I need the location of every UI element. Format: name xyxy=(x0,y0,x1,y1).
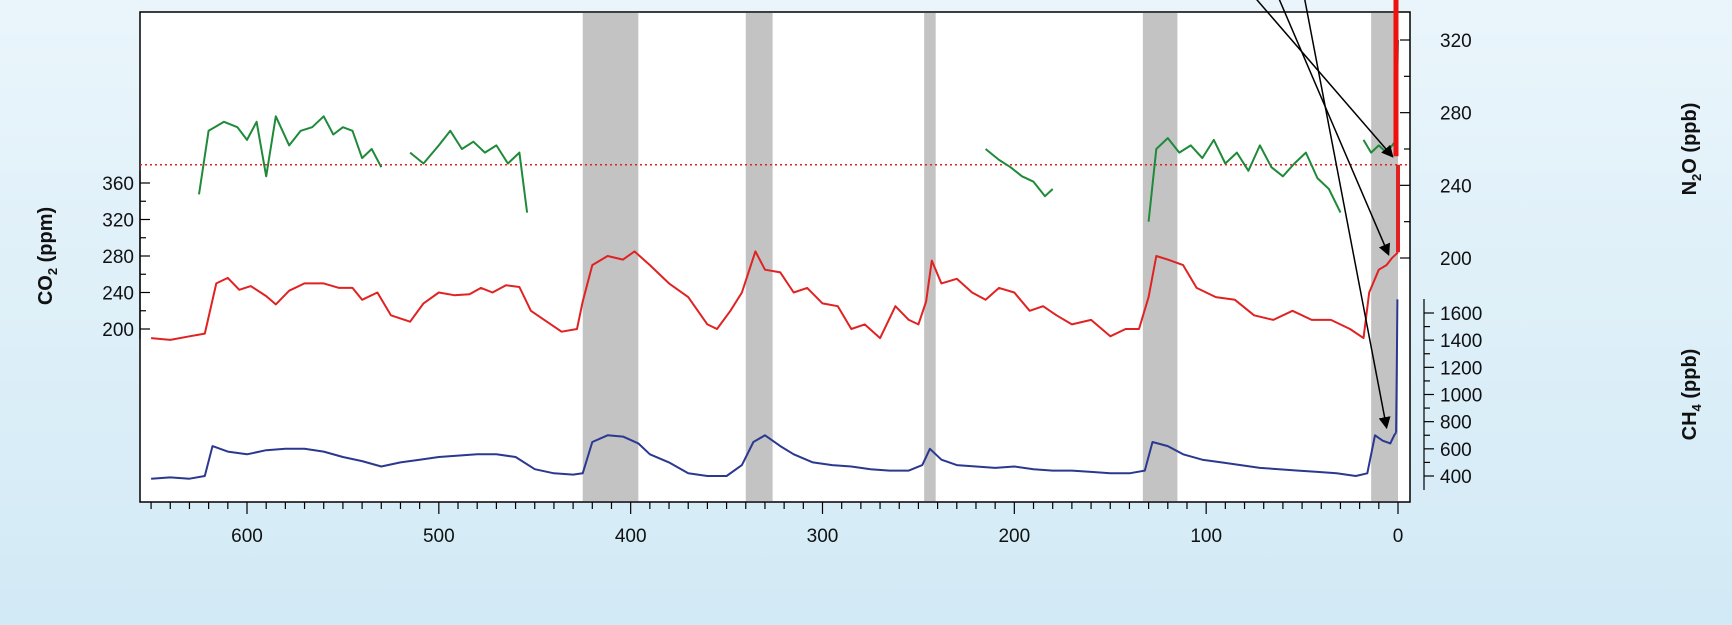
interglacial-band-2 xyxy=(924,13,936,501)
plot-area xyxy=(139,11,1411,503)
co2-tick-label-360: 360 xyxy=(102,174,134,195)
ch4-axis-title: CH4 (ppb) xyxy=(1679,349,1704,441)
n2o-tick-label-200: 200 xyxy=(1440,249,1472,270)
ch4-axis: 400 600 800 1000 1200 1400 1600 CH4 (ppb) xyxy=(1423,299,1704,490)
ch4-tick-label-1400: 1400 xyxy=(1440,331,1482,352)
x-tick-label-200: 200 xyxy=(998,526,1030,547)
x-tick-label-500: 500 xyxy=(423,526,455,547)
x-tick-label-400: 400 xyxy=(615,526,647,547)
annotation-arrow-1 xyxy=(1278,0,1390,257)
ch4-series-segment-0 xyxy=(151,431,1397,480)
co2-tick-label-200: 200 xyxy=(102,320,134,341)
x-tick-label-600: 600 xyxy=(231,526,263,547)
ch4-series-segment-1 xyxy=(1395,299,1399,433)
arrows-layer xyxy=(1256,0,1394,430)
co2-tick-label-280: 280 xyxy=(102,247,134,268)
co2-tick-label-240: 240 xyxy=(102,284,134,305)
co2-axis: 200 240 280 320 360 CO2 (ppm) xyxy=(35,171,150,341)
ch4-tick-label-600: 600 xyxy=(1440,440,1472,461)
x-tick-label-0: 0 xyxy=(1393,526,1404,547)
x-axis: 600 500 400 300 200 100 0 xyxy=(150,502,1404,547)
n2o-tick-label-240: 240 xyxy=(1440,176,1472,197)
co2-axis-title: CO2 (ppm) xyxy=(35,207,60,305)
x-tick-label-100: 100 xyxy=(1190,526,1222,547)
n2o-axis: 200 240 280 320 N2O (ppb) xyxy=(1400,31,1704,270)
n2o-series-segment-2 xyxy=(984,148,1054,198)
ch4-tick-label-1600: 1600 xyxy=(1440,304,1482,325)
ch4-tick-label-1200: 1200 xyxy=(1440,358,1482,379)
ch4-tick-label-400: 400 xyxy=(1440,467,1472,488)
annotation-arrow-2 xyxy=(1304,0,1391,430)
n2o-series-segment-1 xyxy=(409,129,529,213)
n2o-series-segment-0 xyxy=(198,115,383,195)
ch4-tick-label-1000: 1000 xyxy=(1440,386,1482,407)
n2o-series-segment-3 xyxy=(1147,137,1342,222)
n2o-tick-label-280: 280 xyxy=(1440,104,1472,125)
n2o-axis-title: N2O (ppb) xyxy=(1679,103,1704,196)
n2o-tick-label-320: 320 xyxy=(1440,31,1472,52)
co2-tick-label-320: 320 xyxy=(102,211,134,232)
ch4-tick-label-800: 800 xyxy=(1440,413,1472,434)
x-tick-label-300: 300 xyxy=(807,526,839,547)
co2-series-segment-0 xyxy=(151,250,1399,341)
